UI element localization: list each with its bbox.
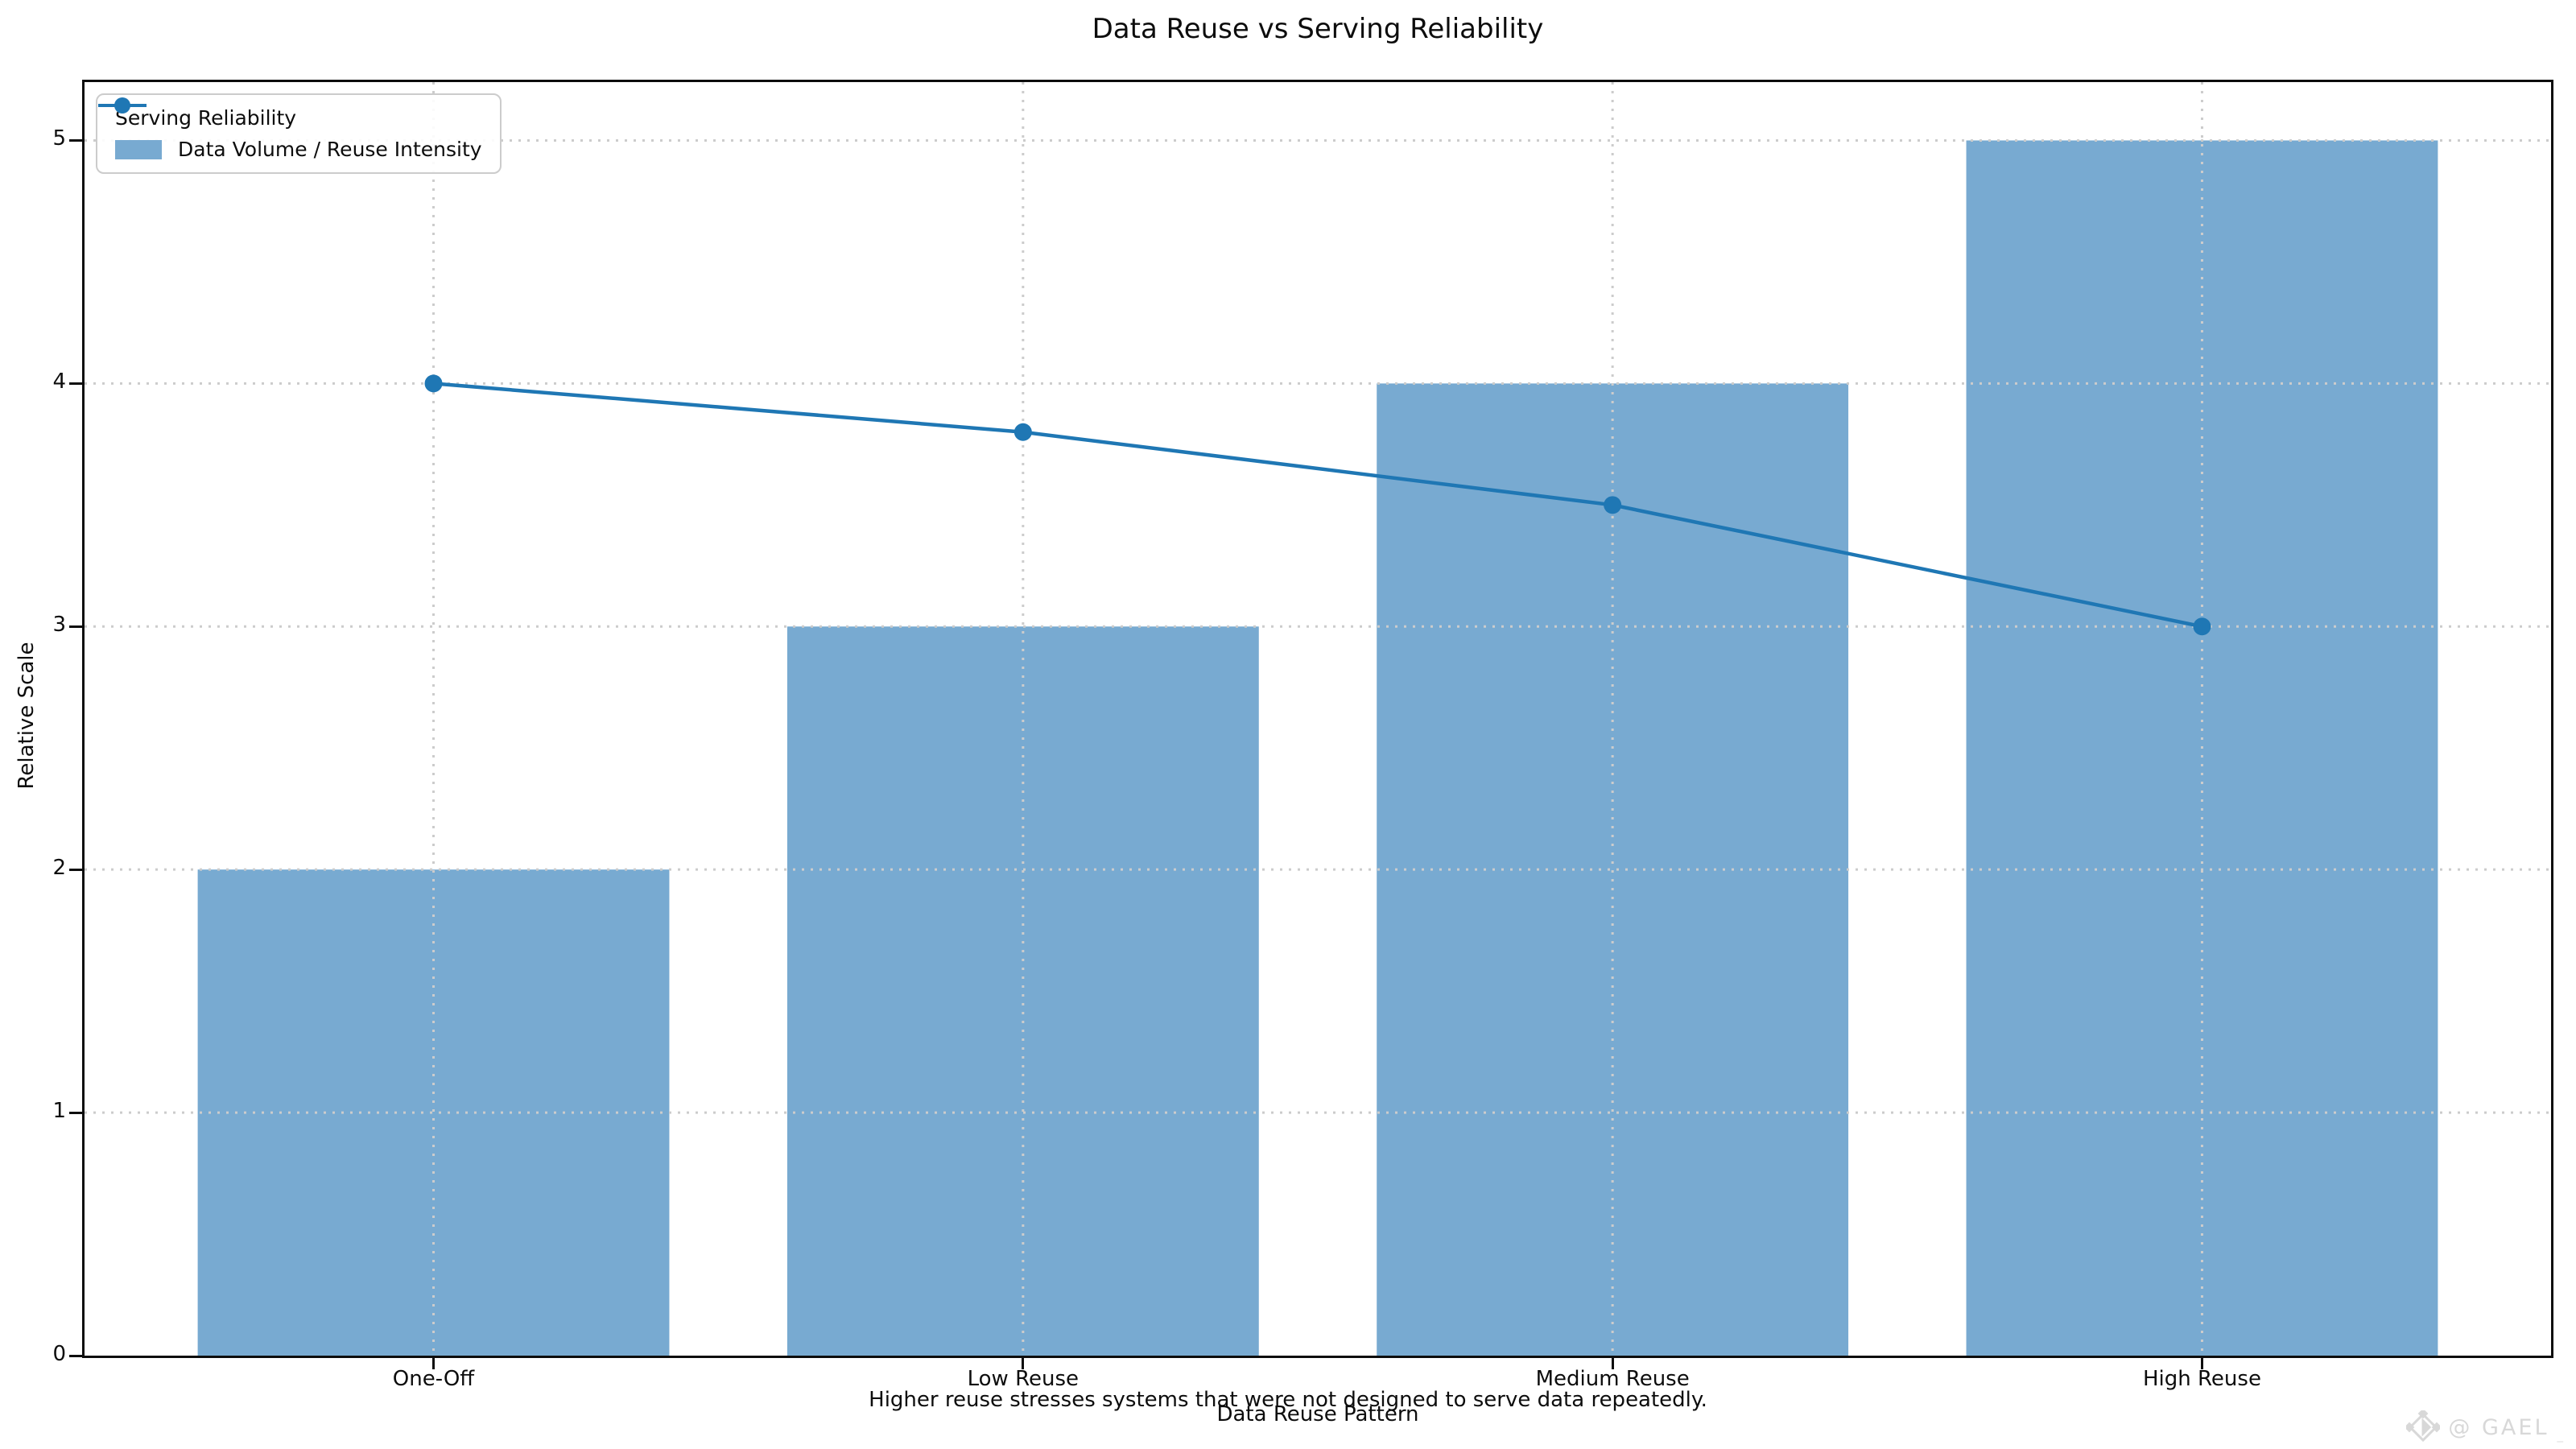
y-tick-label-5: 5: [52, 126, 66, 151]
legend-item-serving-reliability: Serving Reliability: [98, 97, 482, 130]
bar-medium-reuse: [1377, 383, 1849, 1356]
y-axis-label: Relative Scale: [14, 642, 39, 790]
y-tick-label-4: 4: [52, 369, 66, 394]
x-tick-label-high-reuse: High Reuse: [2143, 1367, 2261, 1391]
x-tick-mark-4: [2200, 1358, 2203, 1369]
x-tick-label-one-off: One-Off: [392, 1367, 475, 1391]
line-marker-icon: [98, 97, 147, 114]
x-axis-label: Data Reuse Pattern: [1216, 1402, 1419, 1426]
watermark-suffix: _: [2557, 1428, 2564, 1443]
y-tick-label-2: 2: [52, 856, 66, 881]
y-tick-mark-1: [69, 1111, 82, 1114]
legend-item-data-volume: Data Volume / Reuse Intensity: [115, 138, 482, 161]
line-marker-medium-reuse: [1604, 496, 1622, 514]
y-tick-mark-3: [69, 625, 82, 628]
y-tick-mark-5: [69, 138, 82, 142]
watermark: @ GAEL _: [2406, 1410, 2563, 1444]
legend-label-serving-reliability: Serving Reliability: [115, 106, 297, 130]
line-marker-one-off: [424, 374, 443, 393]
x-tick-label-low-reuse: Low Reuse: [967, 1367, 1080, 1391]
line-marker-high-reuse: [2193, 617, 2211, 636]
y-tick-mark-4: [69, 382, 82, 385]
legend: Serving Reliability Data Volume / Reuse …: [96, 93, 502, 174]
y-tick-label-0: 0: [52, 1342, 66, 1366]
line-marker-low-reuse: [1013, 423, 1032, 441]
x-tick-mark-3: [1611, 1358, 1614, 1369]
x-tick-label-medium-reuse: Medium Reuse: [1535, 1367, 1690, 1391]
bar-low-reuse: [786, 626, 1259, 1356]
x-tick-mark-1: [432, 1358, 436, 1369]
y-tick-mark-2: [69, 868, 82, 871]
chart-title: Data Reuse vs Serving Reliability: [1092, 13, 1544, 45]
plot-area: Serving Reliability Data Volume / Reuse …: [82, 80, 2553, 1358]
bar-swatch-icon: [115, 139, 162, 159]
gael-diamond-logo-icon: [2406, 1410, 2441, 1443]
caption: Higher reuse stresses systems that were …: [869, 1388, 1707, 1412]
watermark-text: @ GAEL: [2448, 1414, 2549, 1440]
plot-canvas: [85, 82, 2551, 1356]
y-tick-label-3: 3: [52, 613, 66, 638]
x-tick-mark-2: [1022, 1358, 1025, 1369]
y-tick-mark-0: [69, 1354, 82, 1357]
y-tick-label-1: 1: [52, 1099, 66, 1124]
legend-label-data-volume: Data Volume / Reuse Intensity: [178, 138, 482, 161]
series-line: [433, 382, 2202, 629]
